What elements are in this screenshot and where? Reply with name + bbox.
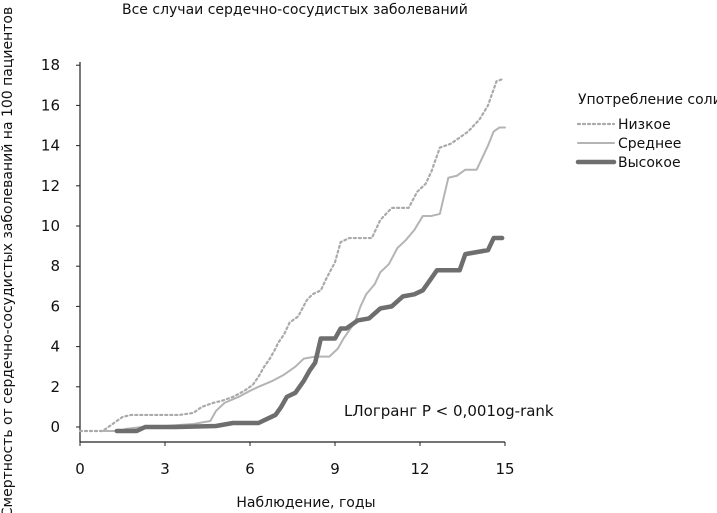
x-tick-label: 12 <box>410 460 429 478</box>
y-tick-label: 12 <box>41 177 60 195</box>
series-line-1 <box>78 78 504 433</box>
y-tick-label: 0 <box>50 418 60 436</box>
x-tick-label: 3 <box>160 460 170 478</box>
series-layer <box>78 78 506 434</box>
y-tick-label: 10 <box>41 217 60 235</box>
series-line-3 <box>114 235 505 434</box>
y-axis-title: Смертность от сердечно-сосудистых заболе… <box>0 7 16 513</box>
y-tick-label: 2 <box>50 378 60 396</box>
y-tick-label: 18 <box>41 56 60 74</box>
y-tick-label: 6 <box>50 297 60 315</box>
chart-title: Все случаи сердечно-сосудистых заболеван… <box>122 2 468 18</box>
legend-label-3: Высокое <box>618 155 681 171</box>
x-tick-label: 15 <box>495 460 514 478</box>
series-line-2 <box>101 126 506 433</box>
y-tick-label: 14 <box>41 137 60 155</box>
x-tick-label: 9 <box>330 460 340 478</box>
legend-items: Низкое Среднее Высокое <box>575 117 681 171</box>
legend: Употребление соли Низкое Среднее Высокое <box>575 92 717 171</box>
y-tick-label: 16 <box>41 96 60 114</box>
y-tick-label: 8 <box>50 257 60 275</box>
tick-labels: 0 2 4 6 8 10 12 14 16 18 0 3 6 9 12 15 <box>41 56 515 478</box>
x-axis-title: Наблюдение, годы <box>236 495 375 511</box>
x-tick-label: 0 <box>75 460 85 478</box>
axes <box>76 62 506 446</box>
x-tick-label: 6 <box>245 460 255 478</box>
legend-label-2: Среднее <box>618 136 681 152</box>
legend-label-1: Низкое <box>618 117 671 133</box>
legend-title: Употребление соли <box>578 92 717 108</box>
logrank-annotation: LЛогранг P < 0,001og-rank <box>344 402 554 420</box>
y-tick-label: 4 <box>50 338 60 356</box>
